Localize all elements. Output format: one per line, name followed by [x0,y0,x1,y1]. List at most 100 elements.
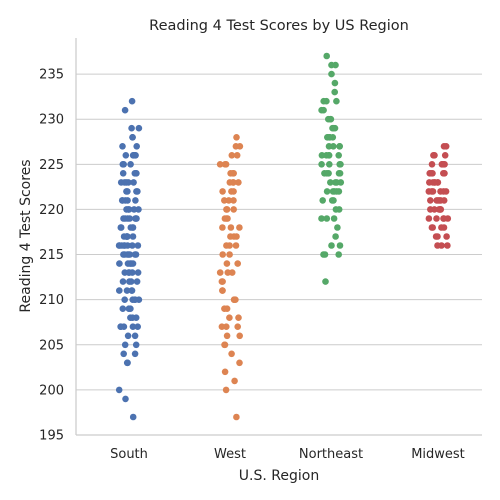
data-point [429,188,437,195]
data-point [328,70,335,78]
y-tick-label: 220 [39,203,64,218]
data-point [129,413,137,421]
data-point [435,206,443,213]
data-point [216,161,224,168]
data-point [130,206,138,213]
data-point [115,386,123,394]
data-point [443,233,450,240]
data-point [328,197,336,204]
data-point [219,287,226,294]
data-point [132,170,140,177]
y-tick-label: 225 [39,158,64,173]
data-point [219,188,226,195]
y-tick-label: 195 [39,429,64,444]
data-point [428,161,436,168]
data-point [325,152,333,159]
data-point [131,152,139,159]
data-point [440,170,447,177]
data-point [121,341,129,349]
data-point [120,350,127,358]
data-point [128,287,136,294]
data-point [122,197,129,204]
data-point [122,395,129,403]
data-point [325,115,332,123]
data-point [426,179,433,186]
data-point [320,251,327,258]
data-point [219,278,226,285]
data-point [336,143,343,150]
data-point [329,124,336,132]
data-point [236,332,243,340]
data-point [223,260,231,267]
data-point [427,206,434,213]
data-point [236,224,243,231]
data-point [336,242,344,249]
data-point [333,179,341,186]
data-point [117,224,125,231]
data-point [124,359,131,367]
data-point [131,350,139,358]
data-point [116,287,123,294]
data-point [227,224,235,231]
data-point [121,106,129,114]
data-point [132,251,140,258]
series-northeast [318,52,345,285]
data-point [426,170,434,177]
data-point [122,152,130,159]
data-point [223,215,230,222]
data-point [219,224,226,231]
data-point [319,197,327,204]
data-point [323,188,331,195]
data-point [132,215,140,222]
y-tick-label: 210 [39,293,64,308]
data-point [236,143,244,150]
data-point [119,143,126,150]
data-points [115,52,452,421]
grid-lines [76,73,482,436]
data-point [228,152,236,159]
data-point [322,278,329,285]
data-point [119,170,127,177]
data-point [229,179,237,186]
data-point [126,251,134,258]
data-point [228,188,235,195]
y-tick-label: 200 [39,383,64,398]
data-point [431,152,438,159]
data-point [230,206,237,213]
data-point [223,206,231,213]
data-point [129,242,136,249]
data-point [124,332,132,340]
data-point [127,314,134,322]
data-point [121,179,128,186]
data-point [129,233,137,240]
data-point [221,305,228,313]
data-point [230,296,238,304]
series-midwest [425,143,452,249]
data-point [328,242,335,249]
data-point [218,323,226,331]
data-point [427,197,434,204]
data-point [134,242,142,249]
y-axis-label: Reading 4 Test Scores [18,159,34,312]
data-point [121,296,128,304]
data-point [129,134,136,141]
data-point [116,260,123,267]
data-point [233,152,241,159]
data-point [236,359,243,367]
data-point [329,188,337,195]
data-point [318,215,325,222]
data-point [121,242,128,249]
data-point [323,52,331,60]
data-point [120,251,127,258]
data-point [221,368,229,376]
data-point [433,215,440,222]
x-tick-label-northeast: Northeast [299,447,363,462]
x-tick-label-midwest: Midwest [411,447,465,462]
data-point [428,224,436,231]
data-point [120,323,128,331]
data-point [227,233,234,240]
data-point [124,233,131,240]
series-south [115,97,143,421]
data-point [223,332,231,340]
